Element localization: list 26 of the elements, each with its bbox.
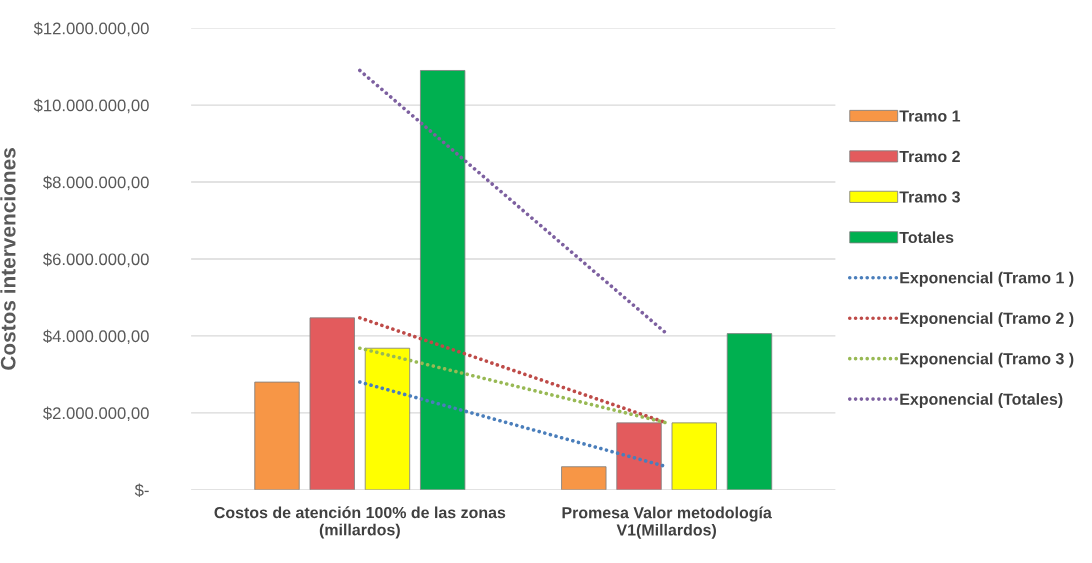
bar: [364, 347, 411, 490]
y-tick-label: $6.000.000,00: [43, 252, 149, 268]
y-tick-label: $-: [134, 483, 149, 498]
legend-label: Exponencial (Tramo 1 ): [900, 271, 1074, 287]
bar: [309, 317, 355, 490]
bar: [420, 70, 466, 490]
legend-label: Tramo 1: [899, 110, 961, 122]
y-tick-label: $4.000.000,00: [43, 329, 149, 345]
legend-label: Tramo 2: [899, 150, 960, 163]
legend-label: Tramo 3: [899, 191, 960, 203]
bar: [726, 333, 773, 490]
y-tick-label: $10.000.000,00: [33, 98, 149, 114]
y-axis-title: Costos intervenciones: [0, 148, 16, 370]
bar: [616, 422, 662, 490]
y-tick-label: $12.000.000,00: [33, 21, 149, 37]
y-tick-label: $2.000.000,00: [43, 406, 149, 422]
legend-label: Exponencial (Tramo 2 ): [900, 312, 1074, 328]
bar: [561, 466, 607, 490]
bar: [254, 381, 300, 490]
y-tick-label: $8.000.000,00: [43, 175, 149, 191]
x-tick-label: Costos de atención 100% de las zonas (millardos): [214, 506, 506, 539]
bar: [671, 422, 717, 490]
legend-label: Totales: [899, 231, 954, 244]
x-tick-label: Promesa Valor metodología V1(Millardos): [562, 506, 772, 539]
legend-label: Exponencial (Tramo 3 ): [900, 352, 1074, 368]
legend-label: Exponencial (Totales): [900, 393, 1063, 408]
